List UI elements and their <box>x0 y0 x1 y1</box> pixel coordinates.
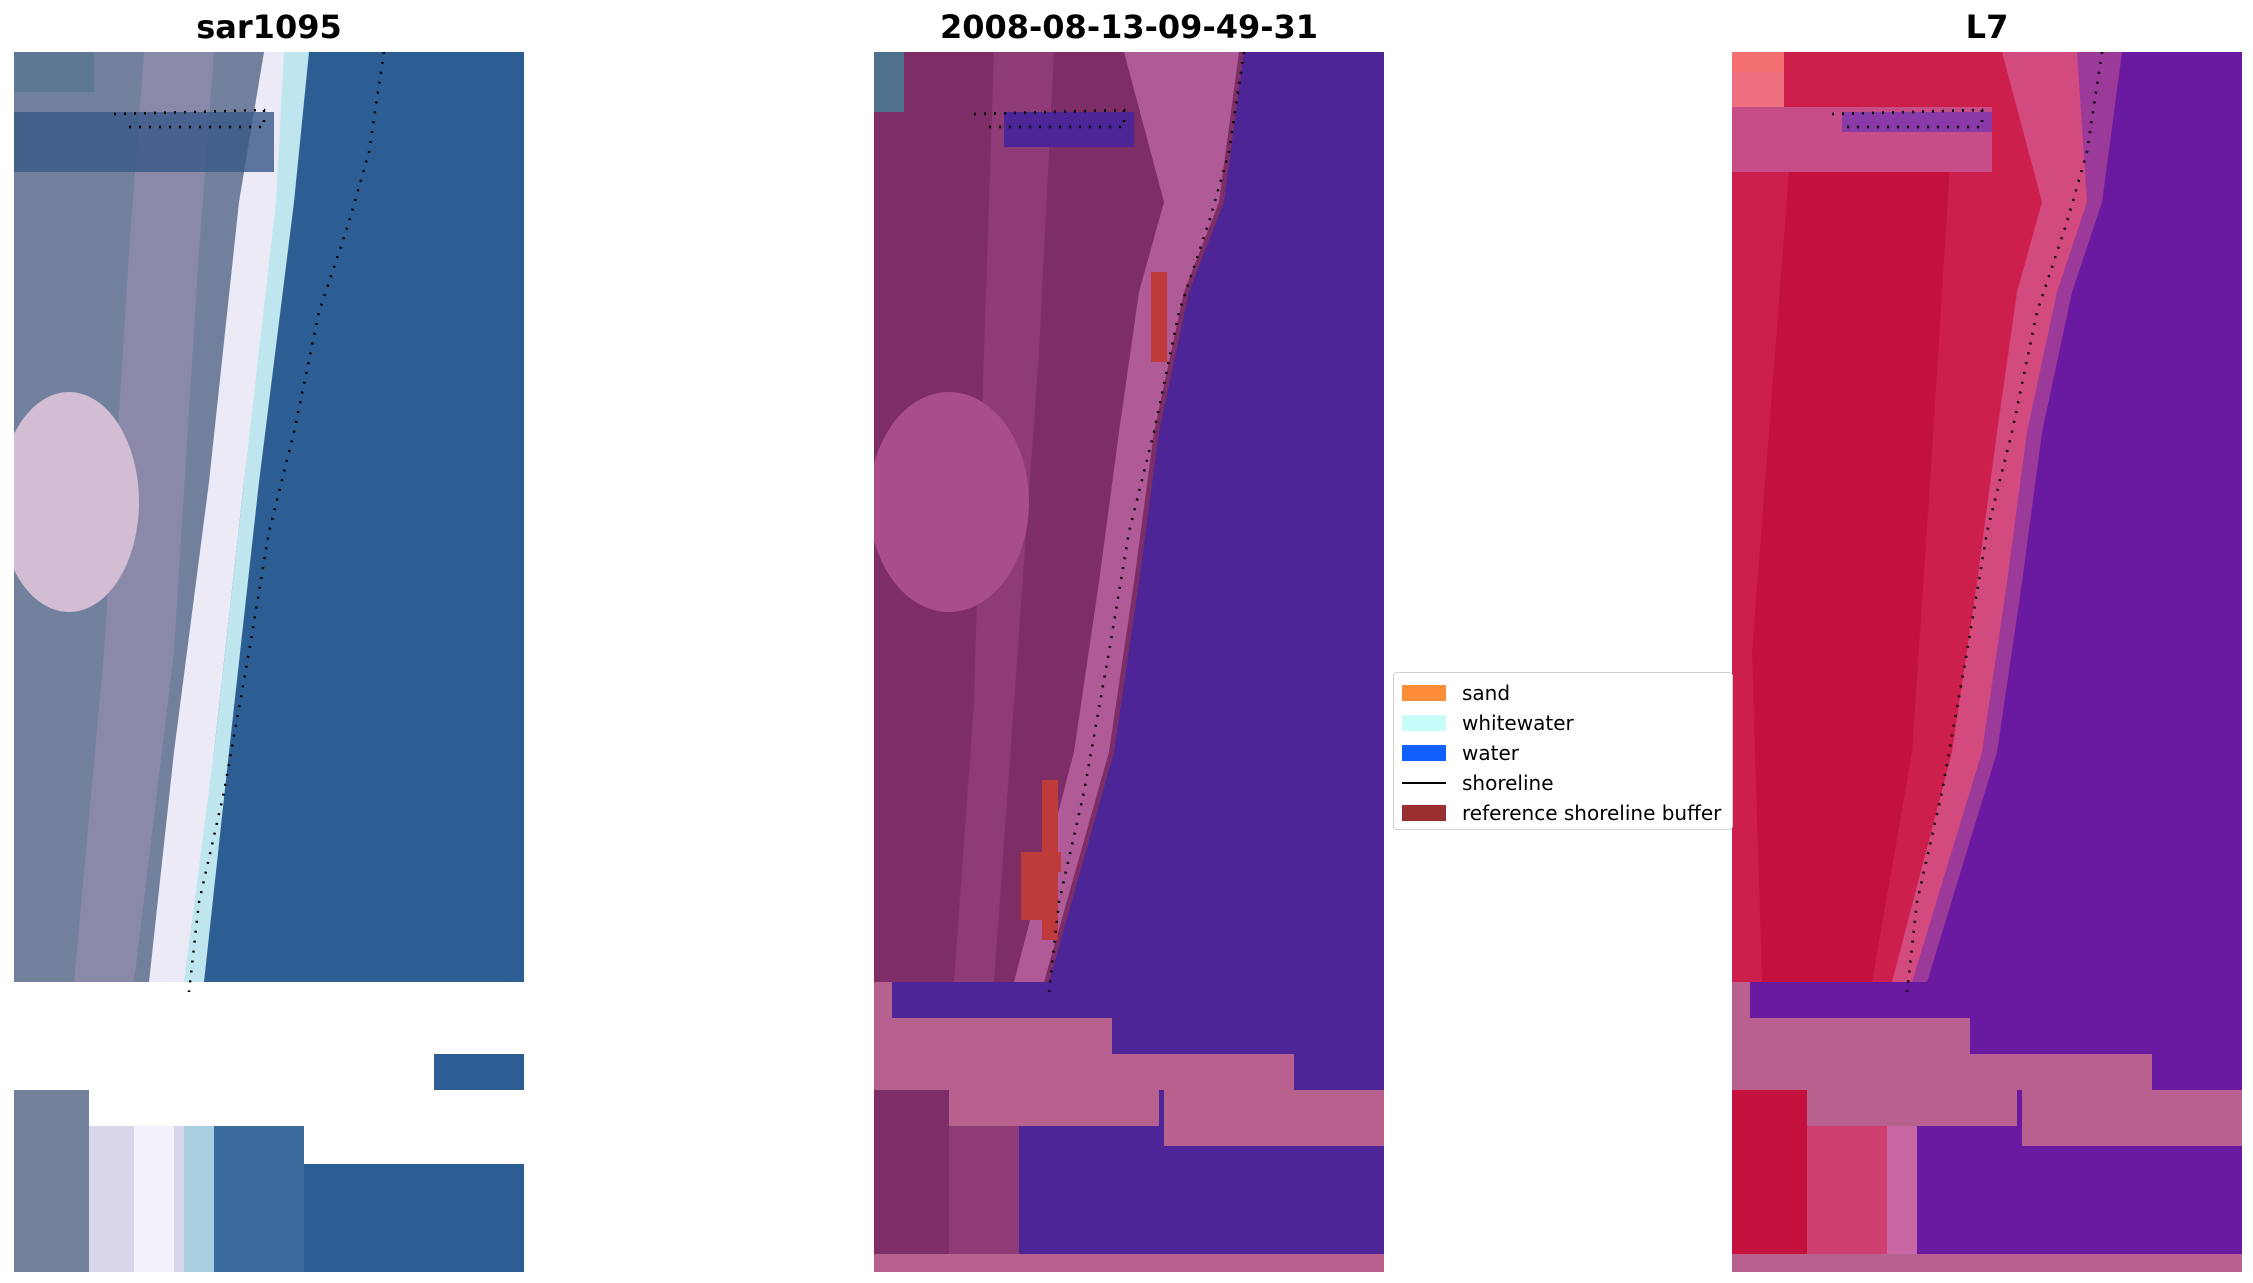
mndwi-panel <box>1732 52 2242 1272</box>
water-swatch <box>1402 745 1446 761</box>
legend-item-reference-buffer: reference shoreline buffer <box>1402 801 1721 825</box>
classification-panel <box>874 52 1384 1272</box>
whitewater-swatch <box>1402 715 1446 731</box>
panel-title-rgb: sar1095 <box>196 8 342 46</box>
legend-item-sand: sand <box>1402 681 1510 705</box>
mndwi-image <box>1732 52 2242 1272</box>
rgb-image <box>14 52 524 1272</box>
legend-label: reference shoreline buffer <box>1462 801 1722 825</box>
legend-item-water: water <box>1402 741 1519 765</box>
panel-title-classification: 2008-08-13-09-49-31 <box>939 8 1319 46</box>
legend-label: water <box>1462 741 1519 765</box>
legend-label: whitewater <box>1462 711 1574 735</box>
panel-title-mndwi: L7 <box>1965 8 2009 46</box>
buffer-swatch <box>1402 805 1446 821</box>
legend-item-shoreline: shoreline <box>1402 771 1554 795</box>
legend: sand whitewater water shoreline referenc… <box>1393 672 1733 830</box>
legend-label: shoreline <box>1462 771 1554 795</box>
legend-label: sand <box>1462 681 1511 705</box>
shoreline-line-swatch <box>1402 782 1446 784</box>
rgb-image-panel <box>14 52 524 1272</box>
legend-item-whitewater: whitewater <box>1402 711 1574 735</box>
sand-swatch <box>1402 685 1446 701</box>
classification-image <box>874 52 1384 1272</box>
